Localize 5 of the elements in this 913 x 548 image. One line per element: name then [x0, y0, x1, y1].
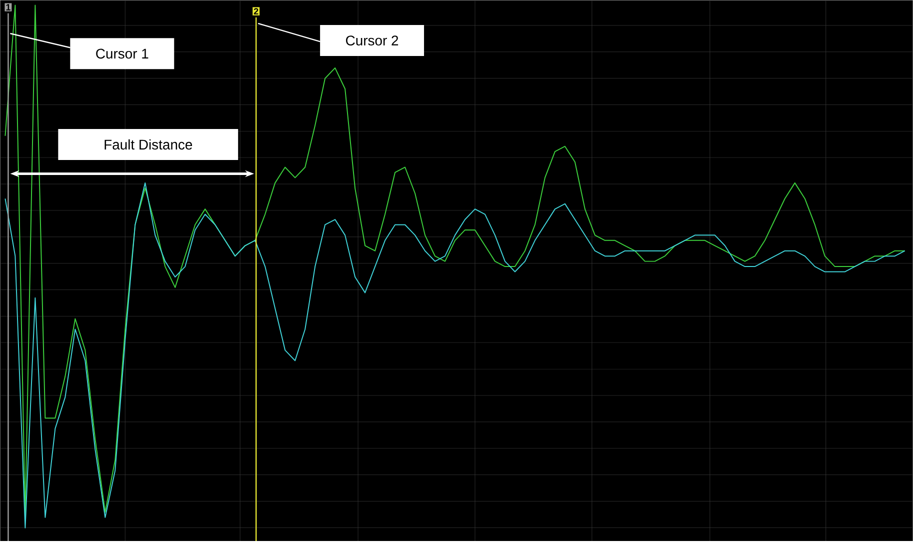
annotation: Cursor 1: [96, 48, 148, 59]
annotation: Cursor 2: [346, 36, 398, 46]
annotation: 2: [254, 8, 258, 15]
annotation: Fault Distance: [104, 139, 192, 150]
annotation: 1: [6, 4, 10, 10]
